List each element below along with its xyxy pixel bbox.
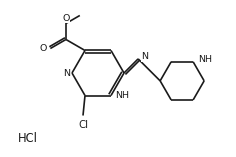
Text: N: N	[63, 68, 70, 78]
Text: NH: NH	[115, 91, 129, 100]
Text: N: N	[141, 52, 148, 61]
Text: O: O	[62, 14, 70, 23]
Text: Cl: Cl	[78, 119, 88, 130]
Text: O: O	[40, 44, 47, 53]
Text: NH: NH	[198, 55, 212, 64]
Text: HCl: HCl	[18, 132, 38, 144]
